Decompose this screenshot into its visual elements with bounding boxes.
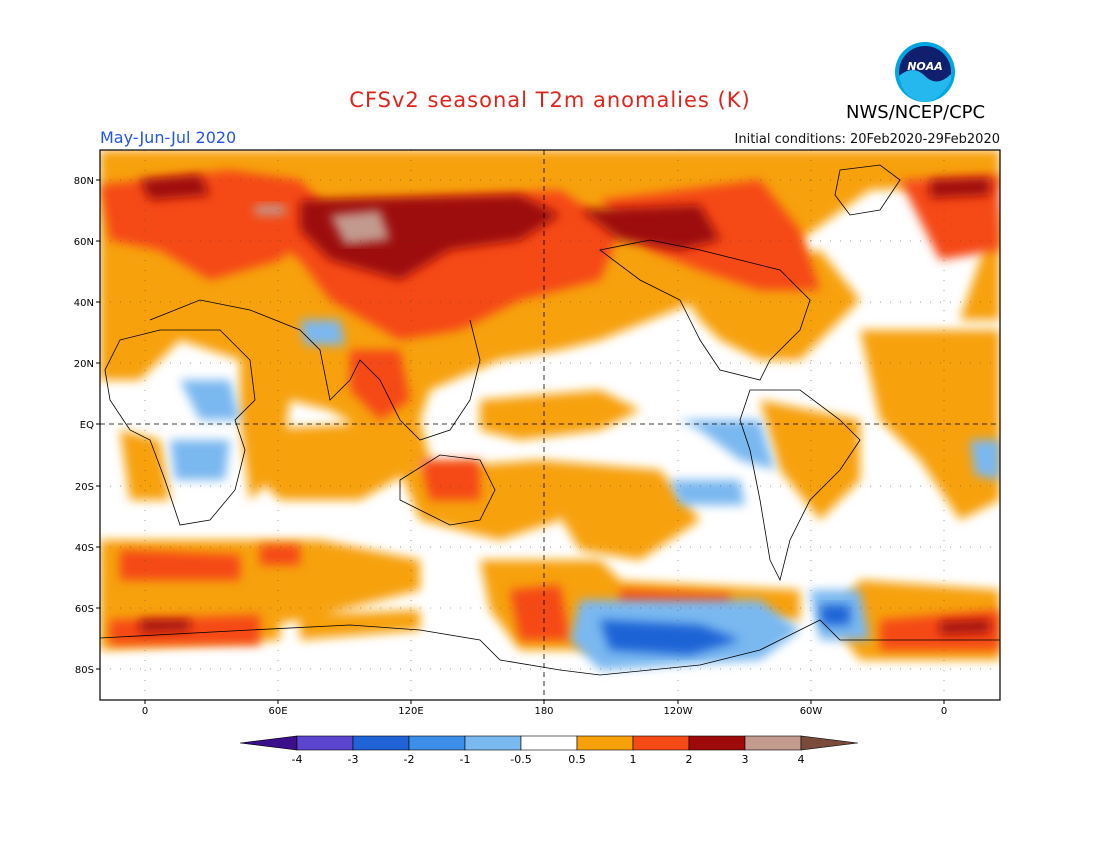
colorbar-label: 4 bbox=[798, 753, 805, 766]
lat-label: 60S bbox=[75, 604, 94, 615]
colorbar-label: -2 bbox=[404, 753, 415, 766]
svg-text:NOAA: NOAA bbox=[907, 60, 943, 73]
forecast-period: May-Jun-Jul 2020 bbox=[100, 128, 237, 147]
lon-label: 0 bbox=[941, 706, 947, 717]
lon-label: 180 bbox=[534, 706, 553, 717]
latitude-labels: 80N 60N 40N 20N EQ 20S 40S 60S 80S bbox=[74, 176, 100, 676]
lon-label: 120E bbox=[398, 706, 423, 717]
colorbar-label: -3 bbox=[348, 753, 359, 766]
colorbar-label: -0.5 bbox=[510, 753, 531, 766]
lat-label: 20S bbox=[75, 482, 94, 493]
colorbar-swatch bbox=[744, 735, 802, 751]
lat-label: 80S bbox=[75, 665, 94, 676]
colorbar-min-arrow bbox=[239, 735, 298, 751]
lat-label: 40N bbox=[74, 298, 94, 309]
lat-label: 60N bbox=[74, 237, 94, 248]
agency-label: NWS/NCEP/CPC bbox=[846, 102, 986, 123]
colorbar-swatch bbox=[688, 735, 746, 751]
colorbar-label: 1 bbox=[630, 753, 637, 766]
colorbar-swatch bbox=[464, 735, 522, 751]
colorbar-swatch bbox=[520, 735, 578, 751]
colorbar-label: -1 bbox=[460, 753, 471, 766]
colorbar-swatch bbox=[352, 735, 410, 751]
colorbar-label: 3 bbox=[742, 753, 749, 766]
lon-label: 0 bbox=[142, 706, 148, 717]
colorbar: -4 -3 -2 -1 -0.5 0.5 1 2 3 4 bbox=[239, 735, 859, 766]
map-title: CFSv2 seasonal T2m anomalies (K) bbox=[349, 88, 751, 112]
lat-label: EQ bbox=[80, 420, 94, 431]
lon-label: 60W bbox=[800, 706, 823, 717]
colorbar-label: -4 bbox=[292, 753, 303, 766]
noaa-logo-icon: NOAA bbox=[895, 42, 955, 102]
lat-label: 20N bbox=[74, 359, 94, 370]
colorbar-swatch bbox=[576, 735, 634, 751]
anomaly-field bbox=[100, 150, 1000, 700]
colorbar-label: 2 bbox=[686, 753, 693, 766]
lon-label: 60E bbox=[268, 706, 287, 717]
map-frame bbox=[99, 149, 1001, 701]
longitude-labels: 0 60E 120E 180 120W 60W 0 bbox=[142, 700, 947, 717]
coastlines bbox=[100, 164, 1000, 676]
colorbar-label: 0.5 bbox=[568, 753, 586, 766]
lat-label: 40S bbox=[75, 543, 94, 554]
colorbar-swatch bbox=[632, 735, 690, 751]
graticule bbox=[100, 150, 1000, 700]
colorbar-max-arrow bbox=[800, 735, 859, 751]
colorbar-swatch bbox=[296, 735, 354, 751]
initial-conditions: Initial conditions: 20Feb2020-29Feb2020 bbox=[734, 132, 1000, 147]
colorbar-swatch bbox=[408, 735, 466, 751]
lon-label: 120W bbox=[664, 706, 693, 717]
equator-dateline bbox=[100, 150, 1000, 700]
lat-label: 80N bbox=[74, 176, 94, 187]
